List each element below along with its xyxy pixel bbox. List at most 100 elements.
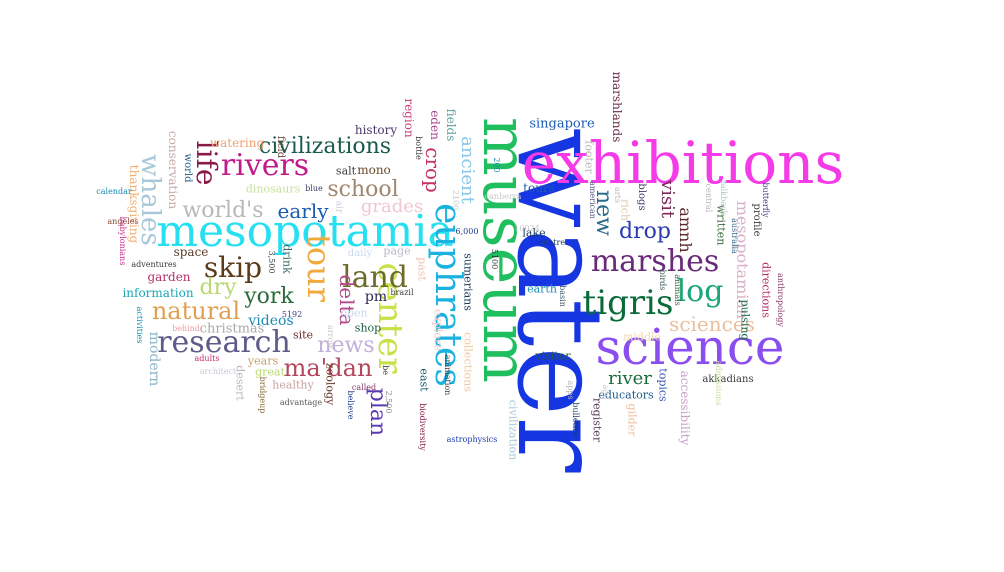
word-watering: watering (209, 136, 265, 150)
word-school: school (327, 177, 399, 202)
word-rivers: rivers (220, 148, 310, 183)
word-river: river (608, 368, 652, 389)
word-grades: grades (360, 196, 424, 217)
word-tour: tour (300, 233, 338, 303)
word-topics: topics (656, 368, 670, 402)
word-skip: skip (203, 251, 263, 284)
word-biodiversity: biodiversity (418, 403, 427, 451)
word-akkadians: akkadians (702, 374, 754, 385)
word-region: region (402, 98, 416, 138)
word-adults: adults (194, 354, 220, 363)
word-200: 200 (492, 157, 501, 173)
word-butterfly: butterfly (761, 182, 770, 218)
word-crop: crop (421, 147, 445, 193)
word-visit: visit (657, 179, 678, 219)
word-conservation: conservation (166, 130, 180, 210)
word-earth: earth (527, 282, 557, 296)
word-amnh: amnh (676, 207, 695, 253)
word-bottle: bottle (414, 136, 423, 160)
word-information: information (122, 286, 194, 300)
word-air: air (333, 200, 344, 214)
word-early: early (277, 199, 329, 223)
word-mesopotamia: mesopotamia (156, 206, 454, 257)
word-register: register (590, 397, 604, 443)
word-directions: directions (759, 262, 773, 318)
word-modern: modern (146, 331, 162, 387)
word-5192: 5192 (281, 310, 303, 319)
word-civilization: civilization (506, 399, 520, 461)
word-arrow: arrow (326, 324, 335, 350)
word-eden: eden (428, 110, 442, 140)
word-visitor: visitor (535, 349, 571, 363)
word-site: site (292, 328, 314, 342)
word-tours: tours (523, 181, 555, 195)
word-singapore: singapore (529, 116, 595, 132)
word-activities: activities (135, 306, 144, 344)
word-architect: architect (199, 367, 237, 376)
word-talkback: talkback (719, 180, 728, 216)
word-accessibility: accessibility (678, 370, 692, 446)
word-salt: salt (335, 164, 357, 178)
word-videos: videos (248, 313, 294, 329)
word-land: land (341, 260, 409, 295)
word-zoology: zoology (323, 362, 337, 406)
word-natural: natural (151, 297, 241, 325)
word-be: be (381, 365, 390, 375)
word-tigris: tigris (582, 283, 674, 323)
word-bulletins: bulletins (571, 402, 580, 438)
word-civilizations: civilizations (258, 134, 392, 159)
word-page: page (383, 244, 411, 258)
word-world: world (182, 153, 193, 183)
word-arts: arts (613, 187, 622, 203)
word-basin: basin (558, 285, 567, 307)
word-6000: 6,000 (455, 227, 479, 236)
word-blogs: blogs (636, 183, 647, 211)
word-sciences: sciences (669, 312, 755, 336)
word-daily: daily (347, 248, 373, 259)
word-2500: 2,500 (384, 390, 393, 414)
word-middle: middle (622, 330, 662, 344)
word-collections: collections (461, 332, 475, 392)
word-explore: explore (431, 309, 445, 351)
word-animals: animals (673, 274, 682, 306)
word-australia: australia (730, 218, 739, 254)
word-gilder: gilder (625, 403, 639, 437)
word-anthropology: anthropology (776, 273, 785, 327)
word-educators: educators (598, 388, 654, 402)
word-called: called (351, 383, 377, 392)
word-york: york (244, 284, 294, 309)
word-bridgeup: bridgeup (258, 376, 267, 414)
word-marshes: marshes (590, 244, 720, 279)
word-dry: dry (199, 275, 237, 300)
word-central: central (704, 183, 713, 213)
word-astrophysics: astrophysics (446, 435, 498, 444)
word-thanksgiving: thanksgiving (127, 164, 141, 244)
word-american: american (588, 181, 597, 219)
word-space: space (173, 245, 209, 259)
word-believe: believe (346, 390, 355, 420)
word-marshlands: marshlands (610, 71, 624, 143)
word-brazil: brazil (390, 288, 414, 297)
word-centre: centre (538, 238, 566, 247)
word-field: field (275, 135, 286, 159)
word-past: past (415, 257, 429, 281)
word-animation: animation (443, 354, 452, 396)
word-news: news (317, 333, 375, 358)
word-fields: fields (444, 108, 458, 142)
word-ancient: ancient (457, 136, 478, 204)
word-5100: 5100 (490, 248, 499, 270)
word-healthy: healthy (272, 378, 314, 392)
word-admissions: admissions (714, 360, 723, 406)
word-calendar: calendar (96, 187, 132, 196)
word-mono: mono (357, 163, 391, 177)
word-christmas: christmas (199, 321, 265, 337)
word-sumerians: sumerians (461, 253, 475, 311)
word-research: research (157, 325, 291, 360)
word-years: years (247, 354, 279, 368)
word-apps: apps (566, 380, 575, 400)
word-pm: pm (364, 289, 388, 305)
word-garden: garden (147, 270, 191, 284)
word-birds: birds (658, 269, 667, 291)
word-3500: 3,500 (267, 250, 276, 274)
